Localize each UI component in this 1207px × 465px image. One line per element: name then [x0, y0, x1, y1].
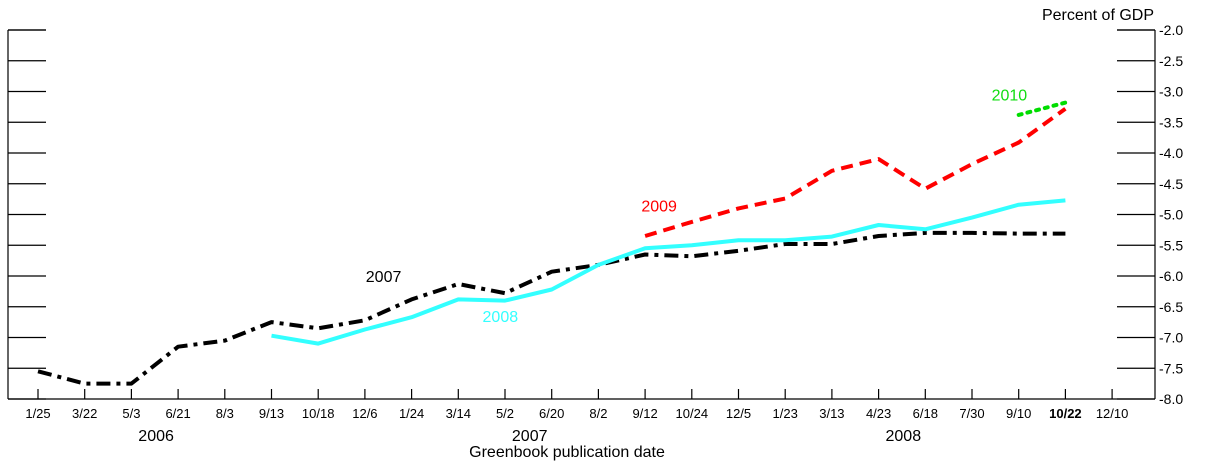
series-label-2007: 2007 — [366, 269, 402, 286]
year-label: 2006 — [138, 428, 174, 445]
series-line-2009 — [644, 107, 1067, 238]
x-tick-label: 3/22 — [72, 406, 97, 421]
x-tick-label: 9/10 — [1006, 406, 1031, 421]
series-line-2007 — [37, 230, 1066, 386]
x-tick-label: 6/20 — [539, 406, 564, 421]
x-tick-label: 8/2 — [589, 406, 607, 421]
x-tick-label: 10/18 — [302, 406, 335, 421]
x-tick-label: 10/24 — [676, 406, 709, 421]
x-tick-label: 7/30 — [959, 406, 984, 421]
labels-layer: 2007 2008 2009 2010 — [366, 88, 1027, 326]
y-tick-label: -4.0 — [1159, 145, 1183, 161]
y-tick-label: -4.5 — [1159, 176, 1183, 192]
y-tick-label: -6.5 — [1159, 299, 1183, 315]
series-line-2008 — [271, 198, 1066, 346]
x-tick-label: 9/13 — [259, 406, 284, 421]
x-tick-label: 12/10 — [1096, 406, 1129, 421]
x-tick-label: 5/2 — [496, 406, 514, 421]
x-tick-label: 1/23 — [773, 406, 798, 421]
x-tick-label: 10/22 — [1049, 406, 1082, 421]
x-tick-label: 9/12 — [632, 406, 657, 421]
x-tick-label: 5/3 — [122, 406, 140, 421]
series-label-2010: 2010 — [992, 88, 1028, 105]
x-tick-label: 12/5 — [726, 406, 751, 421]
series-layer — [37, 100, 1068, 386]
y-tick-label: -3.0 — [1159, 84, 1183, 100]
y-tick-label: -7.0 — [1159, 330, 1183, 346]
x-tick-label: 1/24 — [399, 406, 424, 421]
x-tick-label: 6/18 — [913, 406, 938, 421]
x-tick-label: 4/23 — [866, 406, 891, 421]
y-tick-label: -5.5 — [1159, 237, 1183, 253]
y-tick-label: -7.5 — [1159, 360, 1183, 376]
year-label: 2007 — [512, 428, 548, 445]
x-tick-label: 12/6 — [352, 406, 377, 421]
y-tick-label: -2.5 — [1159, 53, 1183, 69]
x-tick-label: 6/21 — [165, 406, 190, 421]
series-label-2009: 2009 — [641, 198, 677, 215]
y-tick-label: -2.0 — [1159, 22, 1183, 38]
y-axis-title: Percent of GDP — [1042, 7, 1154, 24]
axes: -2.0 -2.5 -3.0 -3.5 -4.0 -4.5 -5.0 -5.5 -6.0 -6.5… — [7, 22, 1183, 445]
x-tick-label: 3/13 — [819, 406, 844, 421]
y-tick-label: -3.5 — [1159, 114, 1183, 130]
x-axis-title: Greenbook publication date — [469, 444, 665, 461]
series-line-2010 — [1016, 100, 1068, 117]
x-tick-label: 8/3 — [216, 406, 234, 421]
series-label-2008: 2008 — [483, 309, 519, 326]
y-tick-label: -8.0 — [1159, 391, 1183, 407]
y-tick-label: -6.0 — [1159, 268, 1183, 284]
y-tick-label: -5.0 — [1159, 207, 1183, 223]
year-label: 2008 — [886, 428, 922, 445]
x-tick-label: 3/14 — [446, 406, 471, 421]
x-tick-label: 1/25 — [25, 406, 50, 421]
